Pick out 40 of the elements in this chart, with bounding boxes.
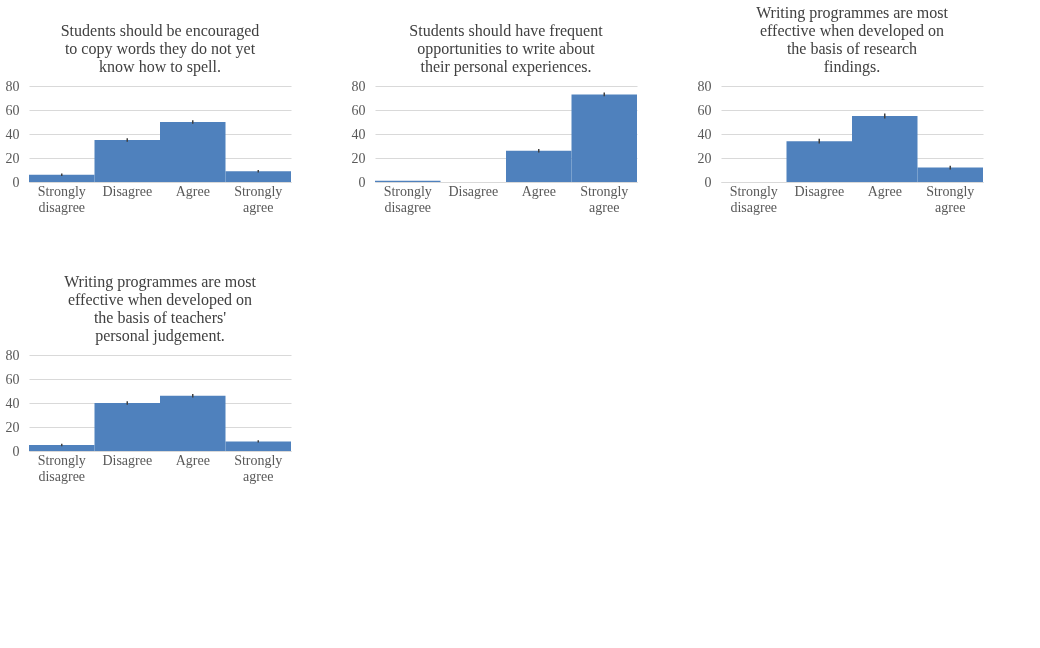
x-tick-label: Strongly agree (234, 452, 283, 484)
y-tick-label: 20 (697, 150, 712, 166)
x-tick-label: Agree (867, 183, 902, 199)
chart-title: Writing programmes are most effective when developed on the basis of teachers' personal judgement. (64, 273, 257, 345)
x-tick-label: Disagree (794, 183, 845, 199)
chart-title: Students should have frequent opportunities to write about their personal experiences. (409, 22, 604, 76)
y-tick-label: 20 (5, 150, 20, 166)
y-tick-label: 80 (5, 347, 20, 363)
y-tick-label: 80 (351, 78, 366, 94)
y-tick-label: 60 (697, 102, 712, 118)
y-tick-label: 40 (697, 126, 712, 142)
x-tick-label: Strongly agree (926, 183, 975, 215)
x-tick-label: Agree (521, 183, 556, 199)
x-tick-label: Agree (175, 183, 210, 199)
x-tick-label: Disagree (102, 452, 153, 468)
y-tick-label: 60 (5, 371, 20, 387)
y-tick-label: 0 (12, 174, 20, 190)
y-tick-label: 0 (704, 174, 712, 190)
y-tick-label: 60 (351, 102, 366, 118)
y-tick-label: 20 (351, 150, 366, 166)
chart-title: Writing programmes are most effective when developed on the basis of research findings. (756, 4, 949, 76)
y-tick-label: 20 (5, 419, 20, 435)
x-tick-label: Strongly agree (580, 183, 629, 215)
y-tick-label: 0 (358, 174, 366, 190)
y-tick-label: 40 (5, 126, 20, 142)
x-tick-label: Strongly disagree (383, 183, 432, 215)
y-tick-label: 40 (5, 395, 20, 411)
y-tick-label: 0 (12, 443, 20, 459)
y-tick-label: 80 (697, 78, 712, 94)
x-tick-label: Strongly agree (234, 183, 283, 215)
x-tick-label: Strongly disagree (37, 452, 86, 484)
y-tick-label: 60 (5, 102, 20, 118)
chart-title: Students should be encouraged to copy words they do not yet know how to spell. (60, 22, 260, 76)
x-tick-label: Strongly disagree (37, 183, 86, 215)
x-tick-label: Agree (175, 452, 210, 468)
y-tick-label: 80 (5, 78, 20, 94)
x-tick-label: Disagree (448, 183, 499, 199)
x-tick-label: Strongly disagree (729, 183, 778, 215)
x-tick-label: Disagree (102, 183, 153, 199)
y-tick-label: 40 (351, 126, 366, 142)
